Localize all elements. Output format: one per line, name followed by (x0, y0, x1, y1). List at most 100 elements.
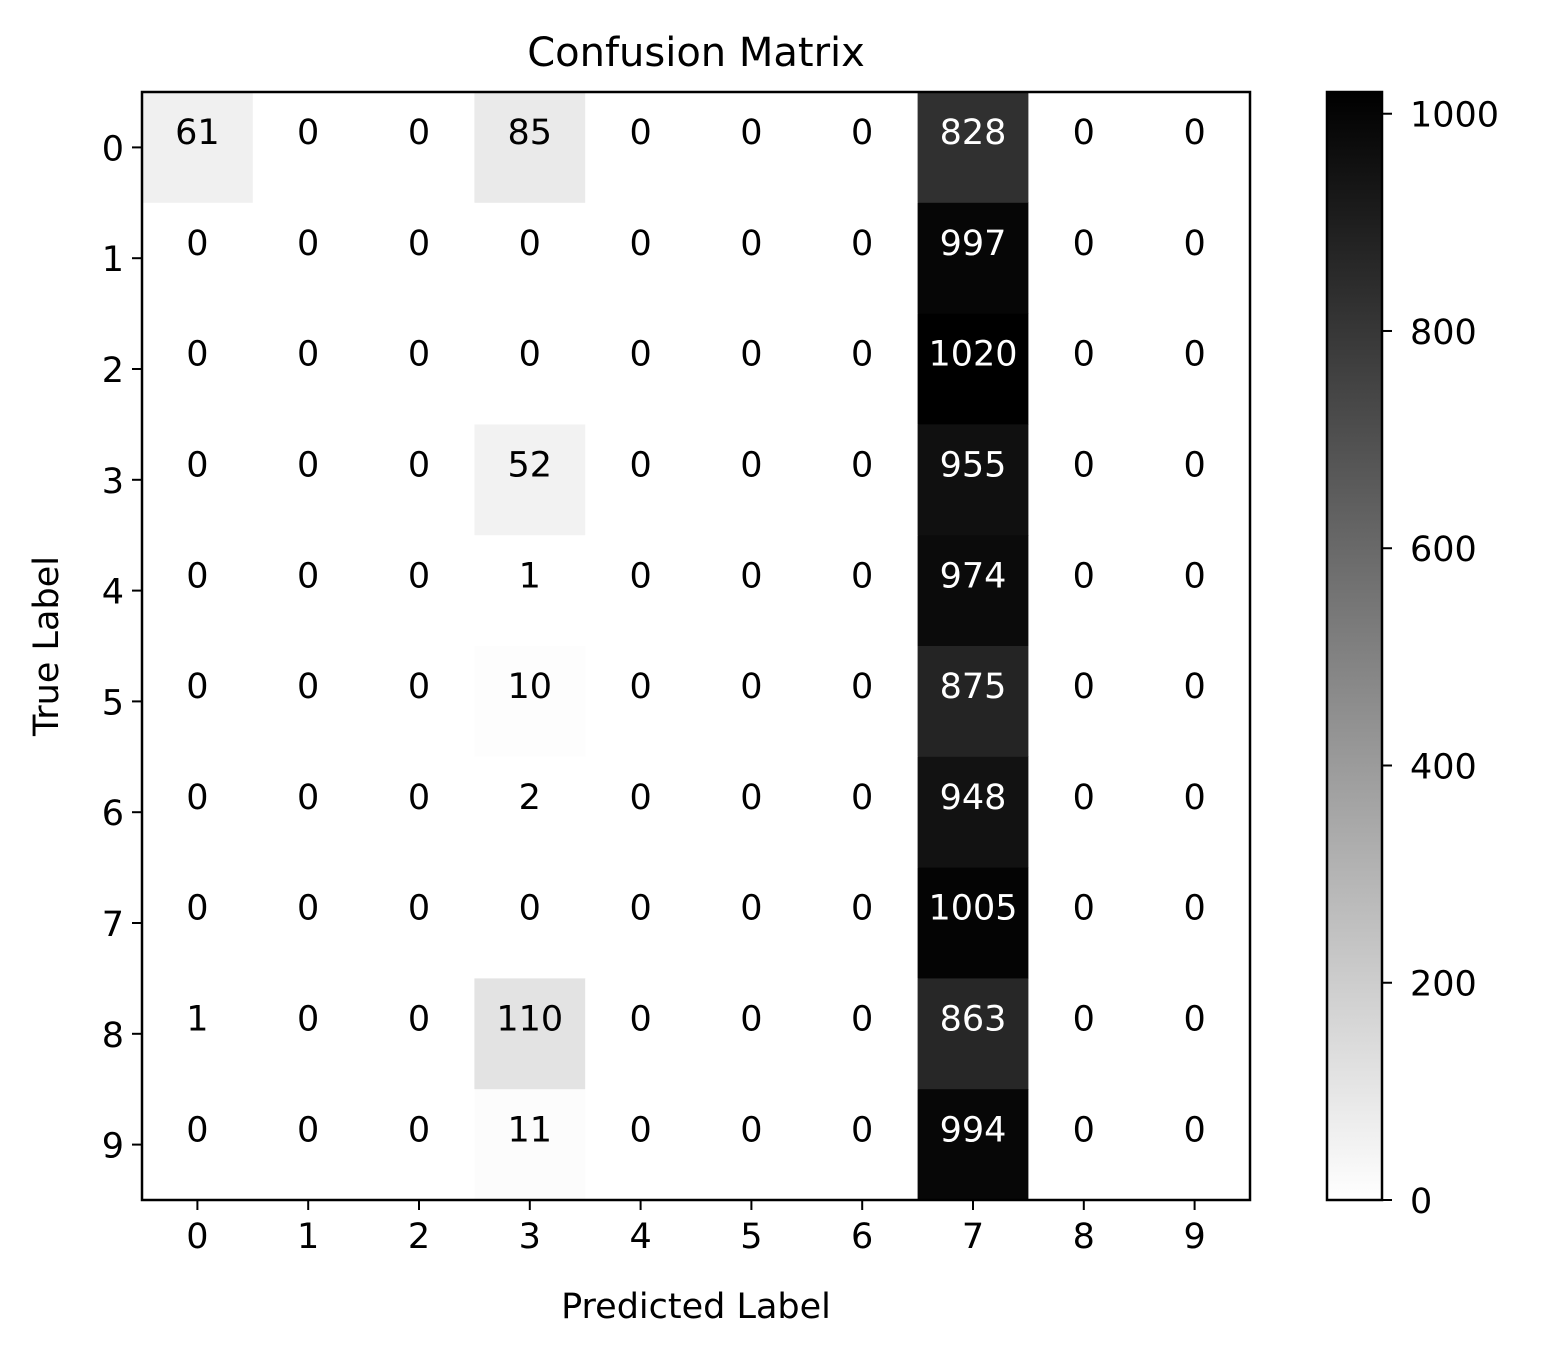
cell-value-label-9-7: 994 (940, 1110, 1007, 1150)
cell-value-label-2-0: 0 (186, 335, 208, 375)
cell-value-label-5-9: 0 (1183, 667, 1205, 707)
heatmap-cell-9-9 (1139, 1089, 1251, 1201)
y-tick-label-3: 3 (102, 462, 124, 502)
x-tick-label-3: 3 (519, 1217, 541, 1257)
cell-value-label-5-6: 0 (851, 667, 873, 707)
heatmap-cell-0-0 (142, 92, 254, 204)
y-tick-label-1: 1 (102, 240, 124, 280)
cell-value-label-4-2: 0 (408, 556, 430, 596)
colorbar-tick-label-2: 400 (1410, 747, 1477, 787)
heatmap-cell-3-2 (363, 424, 475, 536)
cell-value-label-0-6: 0 (851, 113, 873, 153)
cell-value-label-9-4: 0 (629, 1110, 651, 1150)
y-tick-label-2: 2 (102, 351, 124, 391)
heatmap-cell-9-2 (363, 1089, 475, 1201)
cell-value-label-9-2: 0 (408, 1110, 430, 1150)
heatmap-cell-7-9 (1139, 867, 1251, 979)
cell-value-label-4-5: 0 (740, 556, 762, 596)
y-tick-label-4: 4 (102, 573, 124, 613)
cell-value-label-2-3: 0 (519, 335, 541, 375)
cell-value-label-0-0: 61 (175, 113, 220, 153)
cell-value-label-9-3: 11 (508, 1110, 553, 1150)
heatmap-cell-4-6 (806, 535, 919, 647)
heatmap-cell-6-4 (585, 756, 697, 869)
heatmap-cell-0-6 (806, 92, 919, 204)
cell-value-label-6-2: 0 (408, 778, 430, 818)
heatmap-cell-8-9 (1139, 978, 1251, 1090)
cell-value-label-6-1: 0 (297, 778, 319, 818)
cell-value-label-3-7: 955 (940, 446, 1007, 486)
cell-value-label-0-1: 0 (297, 113, 319, 153)
x-tick-label-8: 8 (1073, 1217, 1095, 1257)
cell-value-label-5-1: 0 (297, 667, 319, 707)
heatmap-cell-2-1 (252, 313, 365, 425)
heatmap-cell-6-0 (142, 756, 254, 869)
x-axis-label: Predicted Label (561, 1287, 831, 1327)
cell-value-label-0-2: 0 (408, 113, 430, 153)
cell-value-label-1-7: 997 (940, 224, 1007, 264)
heatmap-cell-6-3 (474, 756, 586, 869)
heatmap-cell-1-9 (1139, 202, 1251, 315)
heatmap-cell-2-0 (142, 313, 254, 425)
cell-value-label-8-7: 863 (940, 1000, 1007, 1040)
cell-value-label-6-3: 2 (519, 778, 541, 818)
heatmap-cell-9-1 (252, 1089, 365, 1201)
heatmap-cell-0-2 (363, 92, 475, 204)
heatmap-cell-5-0 (142, 646, 254, 758)
heatmap-cell-0-3 (474, 92, 586, 204)
heatmap-cell-5-9 (1139, 646, 1251, 758)
heatmap-cell-6-7 (917, 756, 1029, 869)
cell-value-label-7-1: 0 (297, 889, 319, 929)
cell-value-label-4-0: 0 (186, 556, 208, 596)
cell-value-label-8-6: 0 (851, 1000, 873, 1040)
cell-value-label-1-6: 0 (851, 224, 873, 264)
cell-value-label-5-3: 10 (508, 667, 553, 707)
cell-value-label-8-4: 0 (629, 1000, 651, 1040)
cell-value-label-4-7: 974 (940, 556, 1007, 596)
cell-value-label-1-0: 0 (186, 224, 208, 264)
cell-value-label-2-6: 0 (851, 335, 873, 375)
heatmap-cell-6-9 (1139, 756, 1251, 869)
cell-value-label-8-2: 0 (408, 1000, 430, 1040)
heatmap-cell-4-7 (917, 535, 1029, 647)
plot-frame (140, 90, 1252, 1202)
heatmap-cell-5-2 (363, 646, 475, 758)
heatmap-cell-8-7 (917, 978, 1029, 1090)
cell-value-label-3-1: 0 (297, 446, 319, 486)
cell-value-label-4-1: 0 (297, 556, 319, 596)
heatmap-cell-3-9 (1139, 424, 1251, 536)
x-tick-label-7: 7 (962, 1217, 984, 1257)
heatmap-cell-5-5 (696, 646, 808, 758)
heatmap-cell-2-7 (917, 313, 1029, 425)
heatmap-cell-6-6 (806, 756, 919, 869)
cell-value-label-3-6: 0 (851, 446, 873, 486)
heatmap-cell-3-1 (252, 424, 365, 536)
cell-value-label-4-6: 0 (851, 556, 873, 596)
heatmap-cell-3-0 (142, 424, 254, 536)
heatmap-cell-3-8 (1028, 424, 1140, 536)
cell-value-label-3-2: 0 (408, 446, 430, 486)
colorbar-tick-label-0: 0 (1410, 1182, 1432, 1222)
heatmap-cell-3-7 (917, 424, 1029, 536)
cell-value-label-4-8: 0 (1073, 556, 1095, 596)
cell-value-label-6-8: 0 (1073, 778, 1095, 818)
cell-value-label-7-4: 0 (629, 889, 651, 929)
heatmap-cell-7-3 (474, 867, 586, 979)
cell-value-label-1-5: 0 (740, 224, 762, 264)
y-tick-label-0: 0 (102, 129, 124, 169)
cell-value-label-7-7: 1005 (928, 889, 1017, 929)
cell-value-label-9-6: 0 (851, 1110, 873, 1150)
heatmap-cell-7-1 (252, 867, 365, 979)
heatmap-cell-8-0 (142, 978, 254, 1090)
heatmap-cell-6-8 (1028, 756, 1140, 869)
cell-value-label-9-1: 0 (297, 1110, 319, 1150)
heatmap-cell-7-6 (806, 867, 919, 979)
colorbar-tick-label-3: 600 (1410, 530, 1477, 570)
cell-value-label-7-2: 0 (408, 889, 430, 929)
x-tick-label-9: 9 (1183, 1217, 1205, 1257)
cell-value-label-1-4: 0 (629, 224, 651, 264)
heatmap-cell-7-8 (1028, 867, 1140, 979)
cell-value-label-9-8: 0 (1073, 1110, 1095, 1150)
heatmap-cell-0-1 (252, 92, 365, 204)
heatmap-cell-2-2 (363, 313, 475, 425)
